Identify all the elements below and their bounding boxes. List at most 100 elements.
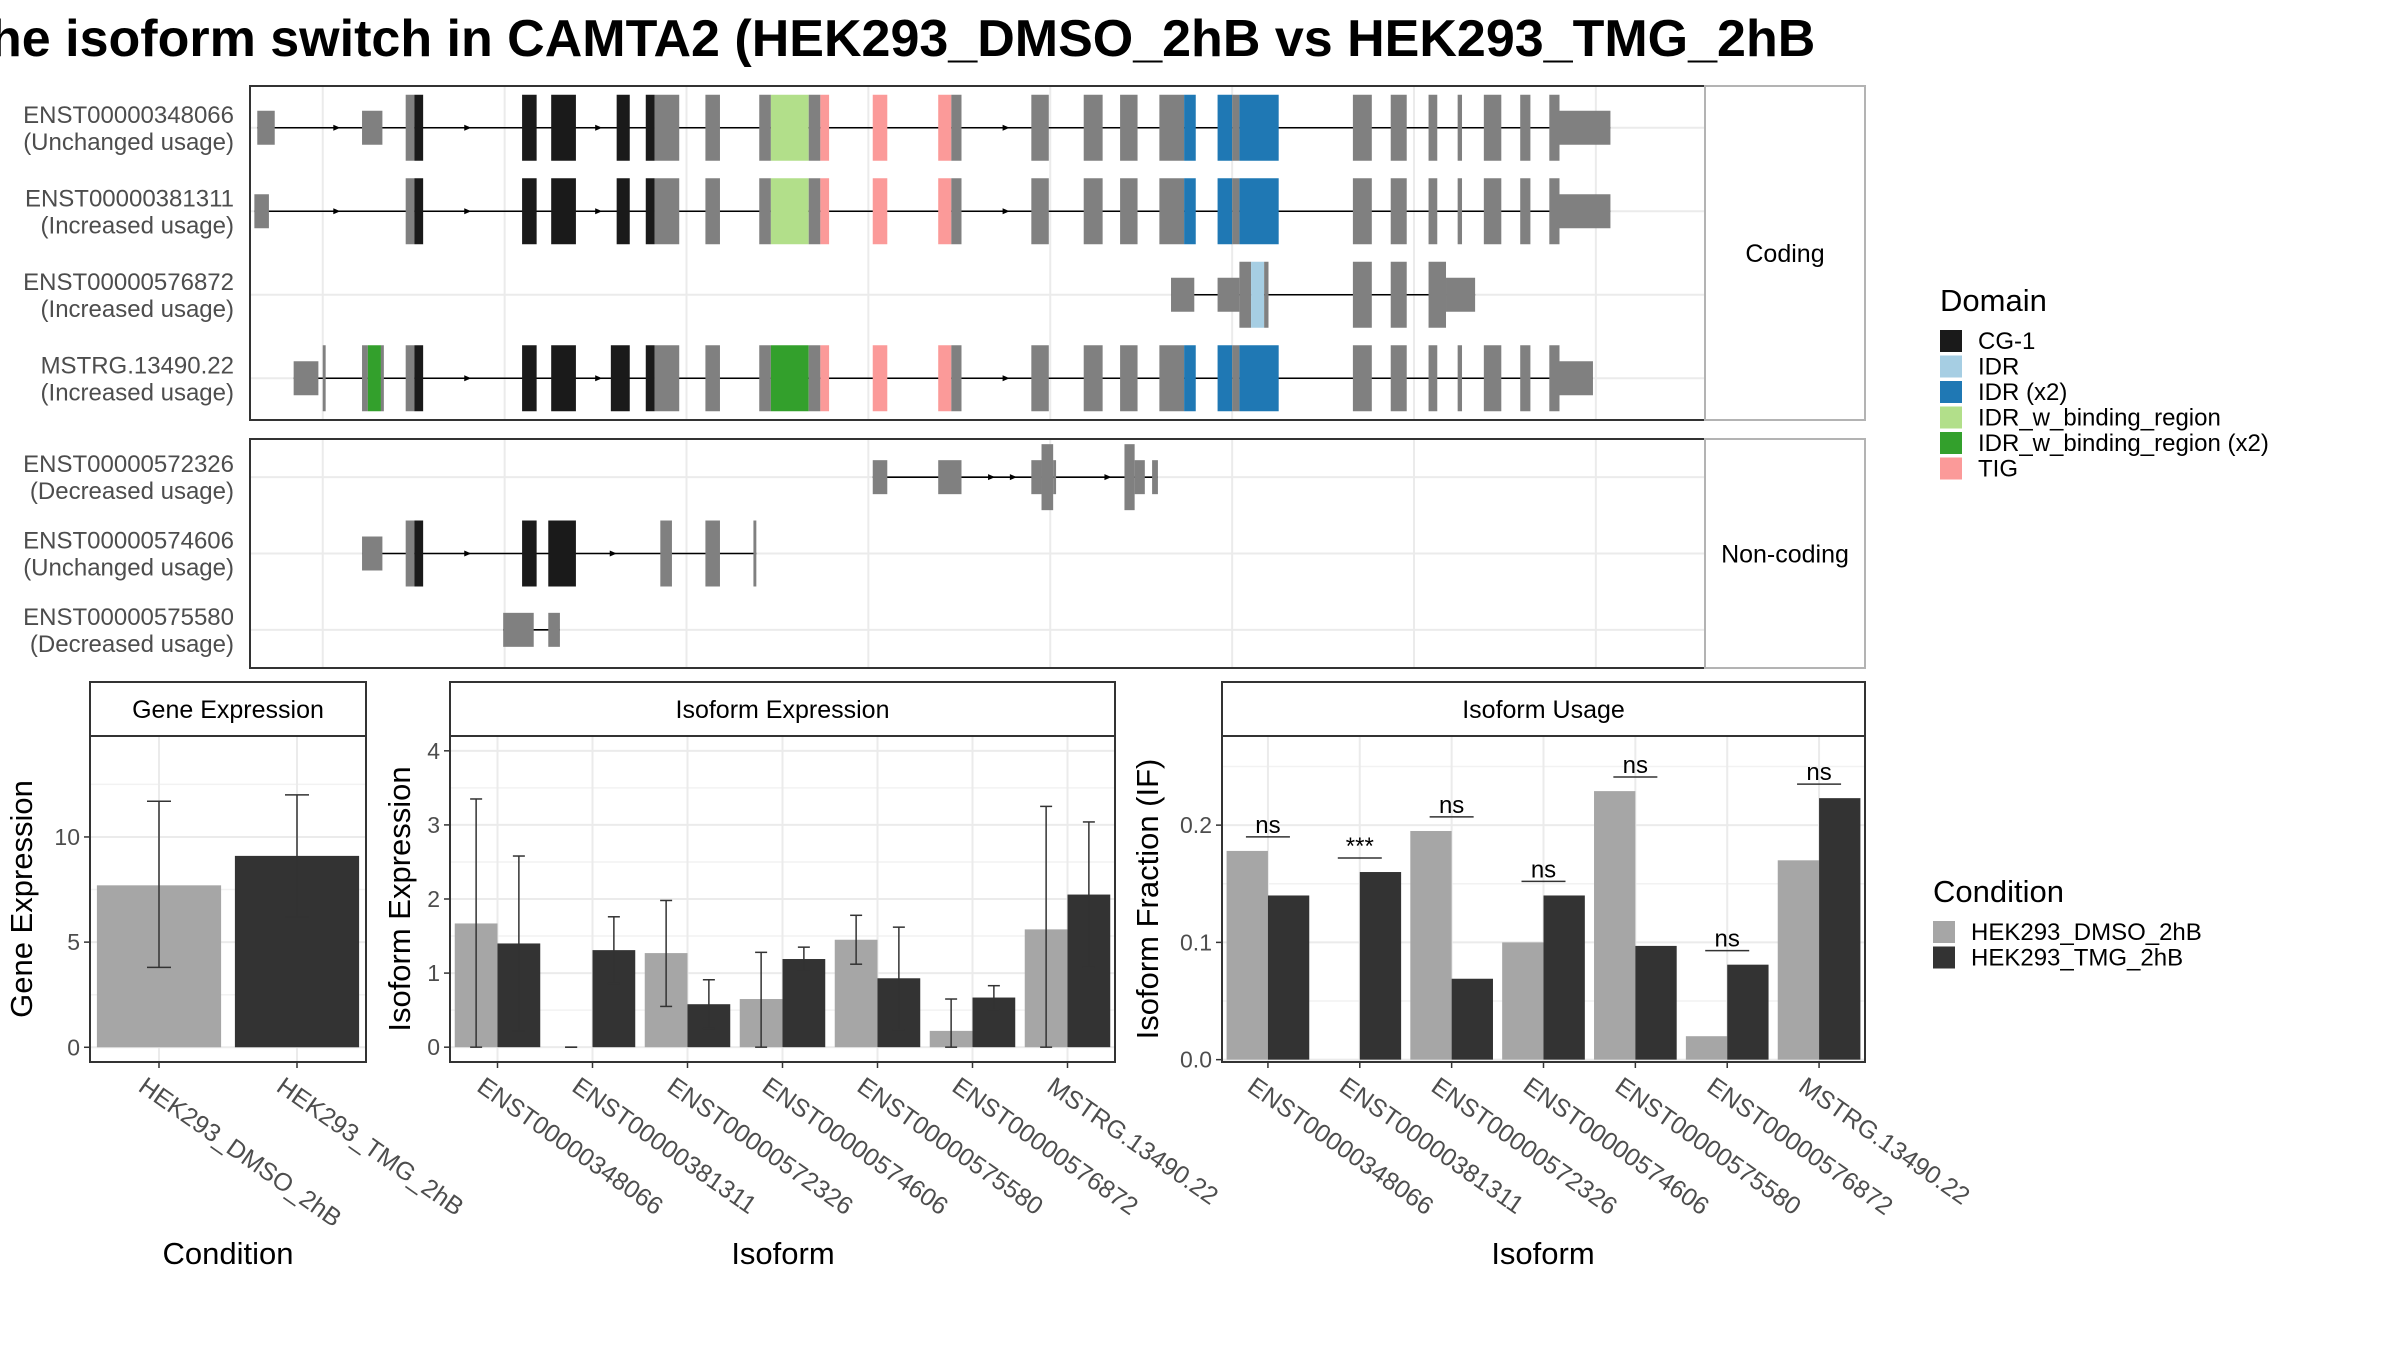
exon [705, 345, 720, 412]
y-tick-label: 0.0 [1180, 1047, 1212, 1073]
legend-key [1940, 457, 1962, 480]
exon [951, 178, 962, 245]
exon [1159, 94, 1185, 161]
domain-segment [522, 520, 537, 587]
exon [654, 94, 680, 161]
domain-segment [872, 345, 888, 412]
y-axis-title: Gene Expression [4, 780, 39, 1018]
noncoding-panel: ENST00000572326(Decreased usage)ENST0000… [23, 438, 1866, 669]
exon [1390, 345, 1407, 412]
exon [705, 178, 720, 245]
exon [293, 361, 319, 396]
domain-segment [1239, 178, 1279, 245]
legend-label: IDR (x2) [1978, 379, 2067, 406]
y-tick-label: 4 [427, 738, 440, 764]
exon [1483, 178, 1502, 245]
isoform-usage-label: (Increased usage) [41, 379, 234, 406]
bar [1635, 945, 1677, 1060]
legend-label: IDR_w_binding_region (x2) [1978, 430, 2269, 457]
facet-strip [89, 681, 367, 737]
domain-segment [938, 94, 952, 161]
exon [362, 536, 383, 571]
domain-segment [938, 345, 952, 412]
exon [1549, 178, 1560, 245]
domain-segment [1184, 345, 1196, 412]
domain-segment [1184, 178, 1196, 245]
y-axis-title: Isoform Expression [382, 766, 417, 1031]
isoform-usage-label: (Decreased usage) [30, 478, 234, 505]
domain-segment [872, 94, 888, 161]
x-axis-title: Condition [163, 1236, 294, 1271]
bar [1226, 850, 1268, 1060]
exon [872, 460, 888, 495]
exon [660, 520, 672, 587]
exon [1217, 277, 1240, 312]
facet-strip [1704, 85, 1866, 421]
domain-segment [1239, 345, 1279, 412]
exon [1559, 194, 1611, 229]
domain-segment [551, 178, 576, 245]
domain-segment [770, 178, 809, 245]
exon [753, 520, 757, 587]
isoform-usage-label: (Unchanged usage) [23, 555, 234, 582]
exon [654, 345, 680, 412]
exon [1428, 178, 1438, 245]
significance-label: ns [1806, 759, 1831, 786]
exon [759, 345, 771, 412]
exon [1124, 444, 1135, 511]
y-tick-label: 1 [427, 960, 440, 986]
strand-arrow [595, 208, 603, 215]
domain-segment [1184, 94, 1196, 161]
strand-arrow [1104, 474, 1112, 481]
facet-strip-label: Non-coding [1721, 541, 1849, 569]
exon [1483, 345, 1502, 412]
legend-label: IDR [1978, 354, 2019, 381]
exon [380, 345, 384, 412]
exon [1152, 460, 1158, 495]
domain-segment [1251, 261, 1265, 328]
panel-background [250, 86, 1705, 420]
exon [1159, 178, 1185, 245]
legend-key [1940, 330, 1962, 352]
y-tick-label: 0 [67, 1034, 80, 1060]
legend-label: HEK293_TMG_2hB [1971, 945, 2183, 972]
strand-arrow [464, 375, 472, 382]
legend-key [1940, 355, 1962, 378]
exon [322, 345, 326, 412]
isoform-id-label: ENST00000348066 [23, 102, 234, 129]
y-tick-label: 3 [427, 812, 440, 838]
domain-segment [616, 94, 630, 161]
exon [1083, 94, 1103, 161]
isoform-structure-plot: ENST00000348066(Unchanged usage)ENST0000… [23, 85, 1866, 669]
bar [1685, 1036, 1728, 1060]
domain-segment [367, 345, 381, 412]
isoform-track [254, 178, 1611, 245]
exon [1428, 94, 1438, 161]
domain-segment [770, 345, 809, 412]
domain-segment [645, 94, 655, 161]
x-axis-title: Isoform [731, 1236, 834, 1271]
legend-key [1940, 381, 1962, 403]
isoform-usage-label: (Unchanged usage) [23, 129, 234, 156]
exon [1446, 277, 1476, 312]
domain-segment [522, 94, 537, 161]
exon [1159, 345, 1185, 412]
condition-legend-title: Condition [1933, 874, 2064, 909]
domain-legend-title: Domain [1940, 283, 2047, 318]
exon [1031, 94, 1049, 161]
significance-label: ns [1623, 752, 1648, 779]
exon [759, 178, 771, 245]
significance-label: *** [1346, 833, 1374, 860]
strand-arrow [333, 124, 341, 131]
exon [1352, 345, 1372, 412]
exon [705, 520, 720, 587]
facet-strip [1221, 681, 1866, 737]
isoform-id-label: ENST00000381311 [25, 185, 234, 212]
legend-key [1933, 946, 1955, 969]
domain-segment [548, 520, 576, 587]
strand-arrow [609, 550, 617, 557]
strand-arrow [1009, 474, 1017, 481]
bar [1267, 895, 1310, 1060]
strand-arrow [1002, 375, 1010, 382]
